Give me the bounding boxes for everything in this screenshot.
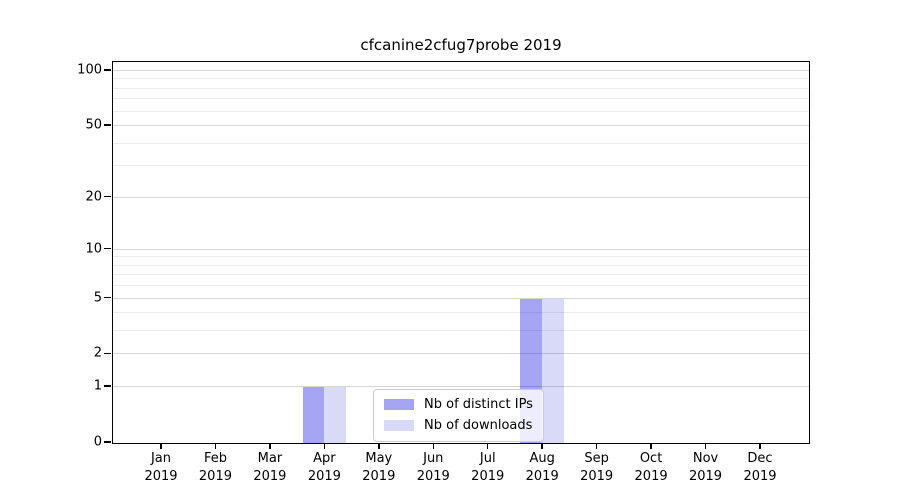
x-tick-label: May 2019 <box>362 451 396 484</box>
minor-gridline <box>113 274 809 276</box>
minor-gridline <box>113 256 809 258</box>
y-tick-label: 1 <box>93 378 102 394</box>
x-tick-mark <box>378 443 380 449</box>
x-tick-label: Sep 2019 <box>580 451 614 484</box>
x-tick-mark <box>650 443 652 449</box>
major-gridline <box>113 297 809 299</box>
x-tick-mark <box>595 443 598 449</box>
x-tick-label: Dec 2019 <box>743 451 777 484</box>
major-gridline <box>113 70 809 71</box>
minor-gridline <box>113 98 809 100</box>
y-tick-label: 5 <box>93 290 102 306</box>
x-tick-label: Apr 2019 <box>307 451 341 484</box>
x-tick-mark <box>759 443 761 449</box>
minor-gridline <box>113 87 809 89</box>
bar-distinct-ips <box>302 387 325 443</box>
x-tick-label: Oct 2019 <box>634 451 668 484</box>
x-tick-label: Nov 2019 <box>688 451 723 484</box>
major-gridline <box>113 353 809 355</box>
major-gridline <box>113 196 809 198</box>
y-tick-mark <box>104 296 111 299</box>
minor-gridline <box>113 142 809 144</box>
legend-swatch-distinct-ips-icon <box>384 399 414 410</box>
y-tick-mark <box>104 385 111 387</box>
y-tick-label: 50 <box>85 117 102 133</box>
x-tick-label: Jun 2019 <box>416 451 450 484</box>
minor-gridline <box>113 78 809 80</box>
x-tick-mark <box>160 443 162 449</box>
x-tick-mark <box>432 443 435 449</box>
y-tick-label: 100 <box>77 62 102 78</box>
chart-title: cfcanine2cfug7probe 2019 <box>360 36 562 54</box>
major-gridline <box>113 386 809 388</box>
minor-gridline <box>113 264 809 266</box>
y-tick-mark <box>104 69 111 71</box>
plot-area: Nb of distinct IPs Nb of downloads 0 1 2 5 1… <box>77 61 810 484</box>
y-tick-mark <box>104 124 111 126</box>
major-gridline <box>113 125 809 127</box>
x-tick-mark <box>486 443 489 449</box>
y-tick-label: 20 <box>85 189 102 205</box>
x-tick-label: Jan 2019 <box>144 451 178 484</box>
bar-downloads <box>324 387 347 443</box>
legend-swatch-downloads-icon <box>384 420 414 431</box>
y-tick-label: 2 <box>93 345 102 361</box>
x-tick-mark <box>323 443 326 449</box>
x-tick-mark <box>541 443 543 449</box>
minor-gridline <box>113 285 809 287</box>
legend-label: Nb of distinct IPs <box>424 397 533 412</box>
legend-label: Nb of downloads <box>424 418 533 433</box>
legend: Nb of distinct IPs Nb of downloads <box>373 389 544 442</box>
y-tick-mark <box>104 195 111 198</box>
x-tick-label: Feb 2019 <box>198 451 232 484</box>
major-gridline <box>113 248 809 250</box>
x-tick-label: Mar 2019 <box>253 451 287 484</box>
minor-gridline <box>113 165 809 167</box>
y-tick-label: 0 <box>93 434 102 450</box>
legend-entry: Nb of downloads <box>384 418 533 433</box>
y-tick-label: 10 <box>85 241 102 257</box>
x-tick-mark <box>704 443 707 449</box>
legend-entry: Nb of distinct IPs <box>384 397 533 412</box>
bar-downloads <box>542 298 564 443</box>
x-tick-label: Jul 2019 <box>471 451 505 484</box>
x-tick-label: Aug 2019 <box>525 451 559 484</box>
minor-gridline <box>113 330 809 332</box>
minor-gridline <box>113 312 809 314</box>
y-tick-mark <box>104 247 111 250</box>
y-tick-mark <box>104 352 111 355</box>
y-tick-mark <box>104 441 111 443</box>
minor-gridline <box>113 110 809 112</box>
x-tick-mark <box>269 443 271 449</box>
x-tick-mark <box>214 443 217 449</box>
